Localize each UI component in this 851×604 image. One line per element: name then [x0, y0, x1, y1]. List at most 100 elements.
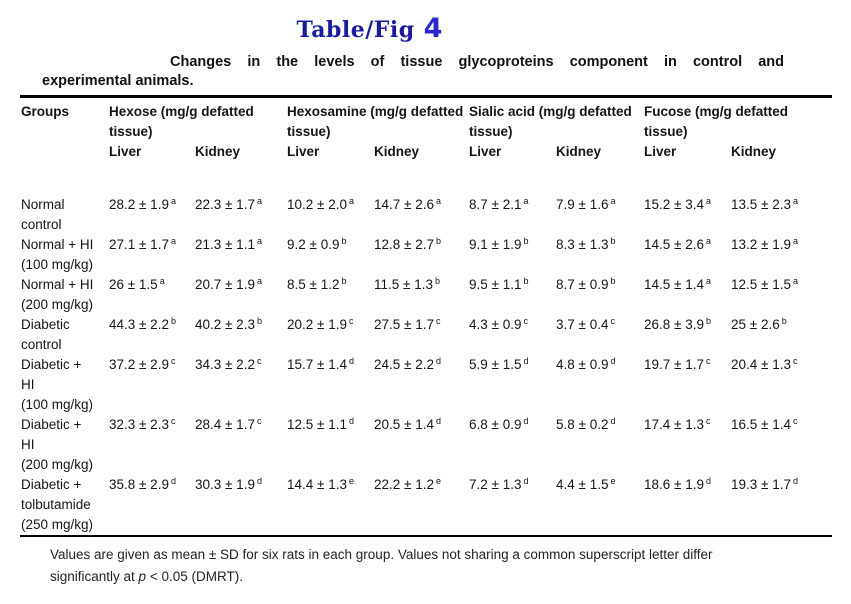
value-cell: 27.1 ± 1.7 a [109, 235, 176, 252]
superscript-letter: e [435, 475, 441, 486]
caption-line-2: experimental animals. [42, 73, 194, 89]
value-cell: 20.7 ± 1.9 a [195, 275, 262, 292]
value-cell: 32.3 ± 2.3 c [109, 415, 176, 432]
group-cell: Diabetic + tolbutamide (250 mg/kg) [21, 477, 94, 532]
value-cell: 6.8 ± 0.9 d [469, 415, 529, 432]
superscript-letter: c [170, 355, 176, 366]
superscript-letter: d [435, 415, 441, 426]
superscript-letter: b [434, 275, 440, 286]
value-cell: 19.7 ± 1.7 c [644, 355, 711, 372]
group-cell: Normal control [21, 197, 65, 232]
superscript-letter: a [610, 195, 616, 206]
footnote-line-2: significantly at p < 0.05 (DMRT). [50, 566, 822, 588]
superscript-letter: a [705, 195, 711, 206]
superscript-letter: c [610, 315, 615, 326]
value-cell: 7.2 ± 1.3 d [469, 475, 529, 492]
value-cell: 15.7 ± 1.4 d [287, 355, 354, 372]
value-cell: 44.3 ± 2.2 b [109, 315, 176, 332]
value-cell: 30.3 ± 1.9 d [195, 475, 262, 492]
table-row: Diabetic + tolbutamide (250 mg/kg) 35.8 ± 2… [20, 475, 832, 536]
hexosamine-liver-header: Liver [287, 144, 320, 159]
superscript-letter: e [348, 475, 354, 486]
fucose-kidney-header: Kidney [731, 144, 777, 159]
superscript-letter: c [170, 415, 176, 426]
hexosamine-kidney-header: Kidney [374, 144, 420, 159]
superscript-letter: d [256, 475, 262, 486]
value-cell: 24.5 ± 2.2 d [374, 355, 441, 372]
value-cell: 14.5 ± 2.6 a [644, 235, 711, 252]
superscript-letter: d [523, 475, 529, 486]
figure-title-text: Table/Fig [296, 17, 415, 43]
superscript-letter: a [170, 235, 176, 246]
superscript-letter: b [256, 315, 262, 326]
superscript-letter: d [523, 355, 529, 366]
value-cell: 9.5 ± 1.1 b [469, 275, 529, 292]
superscript-letter: a [792, 235, 798, 246]
superscript-letter: a [523, 195, 529, 206]
value-cell: 22.2 ± 1.2 e [374, 475, 441, 492]
value-cell: 26.8 ± 3.9 b [644, 315, 711, 332]
value-cell: 4.4 ± 1.5 e [556, 475, 616, 492]
superscript-letter: b [523, 235, 529, 246]
superscript-letter: d [610, 355, 616, 366]
footnote-line-2-end: < 0.05 (DMRT). [146, 569, 243, 584]
superscript-letter: a [170, 195, 176, 206]
table-row: Diabetic + HI (100 mg/kg) 37.2 ± 2.9 c 34.3 ±… [20, 355, 832, 415]
group-cell: Diabetic control [21, 317, 70, 352]
superscript-letter: b [610, 275, 616, 286]
value-cell: 40.2 ± 2.3 b [195, 315, 262, 332]
value-cell: 26 ± 1.5 a [109, 275, 165, 292]
value-cell: 14.4 ± 1.3 e [287, 475, 354, 492]
fucose-liver-header: Liver [644, 144, 677, 159]
fucose-header: Fucose (mg/g defatted tissue) [644, 104, 789, 139]
value-cell: 35.8 ± 2.9 d [109, 475, 176, 492]
value-cell: 7.9 ± 1.6 a [556, 195, 616, 212]
table-row: Diabetic + HI (200 mg/kg) 32.3 ± 2.3 c 28.4 ±… [20, 415, 832, 475]
superscript-letter: d [792, 475, 798, 486]
superscript-letter: d [435, 355, 441, 366]
superscript-letter: c [523, 315, 528, 326]
hexose-kidney-header: Kidney [195, 144, 241, 159]
value-cell: 28.2 ± 1.9 a [109, 195, 176, 212]
value-cell: 12.5 ± 1.5 a [731, 275, 798, 292]
value-cell: 5.8 ± 0.2 d [556, 415, 616, 432]
superscript-letter: a [159, 275, 165, 286]
footnote-line-1: Values are given as mean ± SD for six ra… [50, 547, 713, 562]
sialic-kidney-header: Kidney [556, 144, 602, 159]
group-cell: Diabetic + HI (200 mg/kg) [21, 417, 94, 472]
superscript-letter: c [705, 415, 711, 426]
value-cell: 13.2 ± 1.9 a [731, 235, 798, 252]
column-group-header-row: Groups Hexose (mg/g defatted tissue) Hex… [20, 97, 832, 143]
value-cell: 12.5 ± 1.1 d [287, 415, 354, 432]
superscript-letter: b [341, 275, 347, 286]
sub-header-row: Liver Kidney Liver Kidney Liver Kidney L… [20, 142, 832, 195]
value-cell: 4.8 ± 0.9 d [556, 355, 616, 372]
value-cell: 5.9 ± 1.5 d [469, 355, 529, 372]
superscript-letter: b [705, 315, 711, 326]
superscript-letter: a [705, 235, 711, 246]
value-cell: 20.5 ± 1.4 d [374, 415, 441, 432]
value-cell: 10.2 ± 2.0 a [287, 195, 354, 212]
superscript-letter: a [348, 195, 354, 206]
group-cell: Normal + HI (200 mg/kg) [21, 277, 94, 312]
glycoproteins-table: Groups Hexose (mg/g defatted tissue) Hex… [20, 95, 833, 537]
superscript-letter: c [348, 315, 354, 326]
value-cell: 37.2 ± 2.9 c [109, 355, 176, 372]
value-cell: 9.1 ± 1.9 b [469, 235, 529, 252]
superscript-letter: b [523, 275, 529, 286]
group-cell: Normal + HI (100 mg/kg) [21, 237, 94, 272]
value-cell: 9.2 ± 0.9 b [287, 235, 347, 252]
value-cell: 8.5 ± 1.2 b [287, 275, 347, 292]
value-cell: 15.2 ± 3.4 a [644, 195, 711, 212]
empty-header-cell [20, 142, 108, 195]
superscript-letter: c [792, 355, 798, 366]
table-row: Normal + HI (100 mg/kg) 27.1 ± 1.7 a 21.3 ± … [20, 235, 832, 275]
superscript-letter: a [435, 195, 441, 206]
value-cell: 20.2 ± 1.9 c [287, 315, 354, 332]
value-cell: 34.3 ± 2.2 c [195, 355, 262, 372]
superscript-letter: c [705, 355, 711, 366]
value-cell: 3.7 ± 0.4 c [556, 315, 615, 332]
value-cell: 20.4 ± 1.3 c [731, 355, 798, 372]
superscript-letter: c [256, 355, 262, 366]
